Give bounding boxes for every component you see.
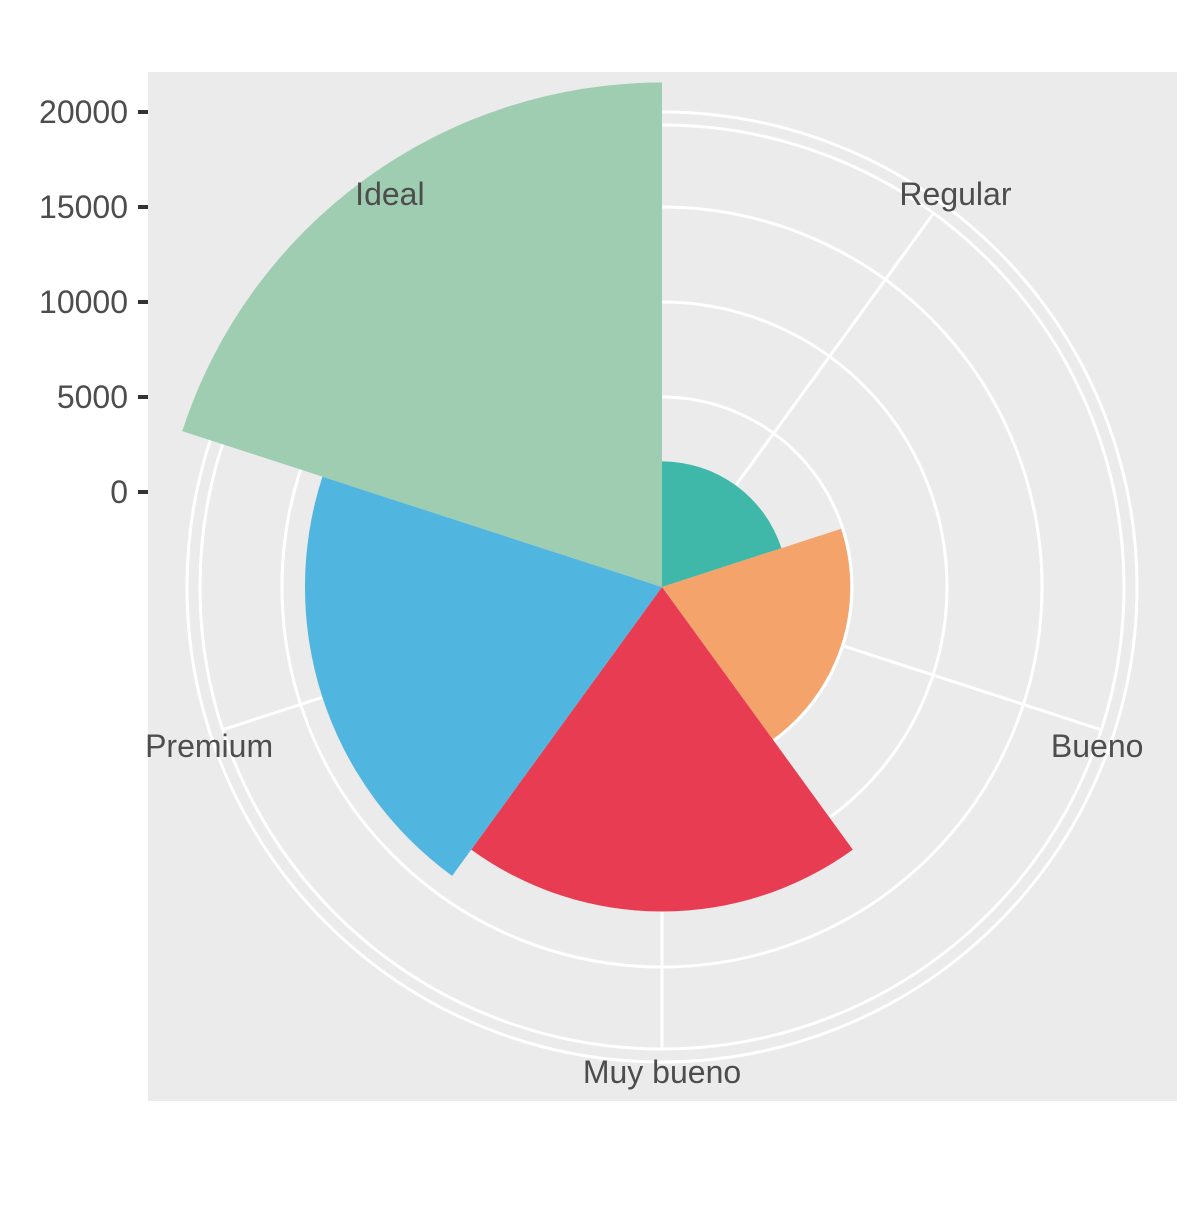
category-label-muy-bueno: Muy bueno xyxy=(583,1054,741,1090)
axis-tick-label: 10000 xyxy=(39,284,128,320)
radial-axis: 0 5000 10000 15000 20000 xyxy=(39,94,148,510)
axis-tick-label: 0 xyxy=(110,474,128,510)
bar-premium xyxy=(304,476,662,876)
axis-tick-label: 5000 xyxy=(57,379,128,415)
category-label-regular: Regular xyxy=(899,176,1011,212)
bar-muy-bueno xyxy=(471,587,853,912)
bar-regular xyxy=(662,461,782,587)
category-labels: Regular Bueno Muy bueno Premium Ideal xyxy=(145,176,1143,1090)
axis-tick-label: 20000 xyxy=(39,94,128,130)
axis-tick-label: 15000 xyxy=(39,189,128,225)
bar-ideal xyxy=(182,82,662,588)
bar-layer xyxy=(182,82,853,912)
category-label-bueno: Bueno xyxy=(1051,728,1144,764)
bar-bueno xyxy=(662,528,851,740)
category-label-ideal: Ideal xyxy=(355,176,424,212)
category-label-premium: Premium xyxy=(145,728,273,764)
